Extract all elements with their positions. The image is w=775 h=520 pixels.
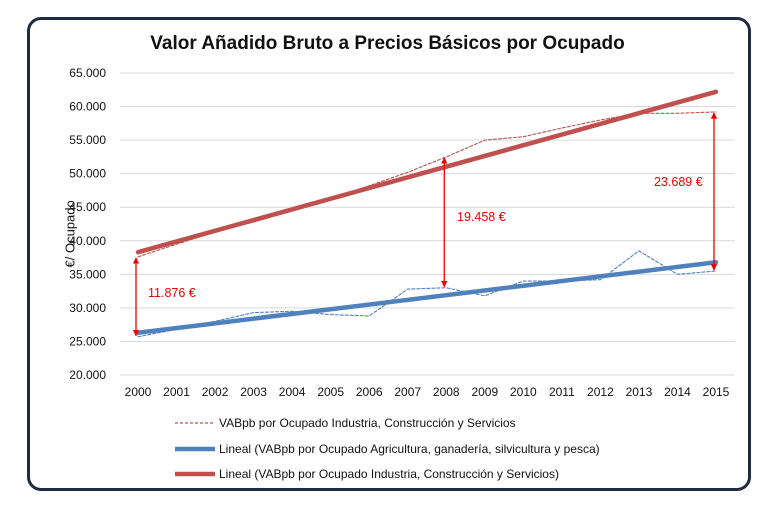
y-tick-label: 25.000 bbox=[69, 334, 106, 348]
series-line-0 bbox=[137, 111, 717, 258]
legend-item-industria: VABpb por Ocupado Industria, Construcció… bbox=[175, 416, 516, 430]
x-tick-label: 2001 bbox=[163, 385, 190, 399]
x-tick-label: 2007 bbox=[394, 385, 421, 399]
y-tick-label: 50.000 bbox=[69, 167, 106, 181]
difference-label: 11.876 € bbox=[148, 286, 196, 300]
x-tick-label: 2010 bbox=[510, 385, 537, 399]
y-tick-label: 65.000 bbox=[69, 66, 106, 80]
series-line-1 bbox=[137, 250, 717, 338]
y-tick-label: 40.000 bbox=[69, 234, 106, 248]
x-tick-label: 2003 bbox=[240, 385, 267, 399]
y-tick-label: 20.000 bbox=[69, 368, 106, 382]
y-tick-label: 55.000 bbox=[69, 133, 106, 147]
legend-swatch-blue bbox=[175, 446, 215, 452]
x-tick-label: 2008 bbox=[433, 385, 460, 399]
series-line-2 bbox=[135, 260, 719, 335]
chart-title: Valor Añadido Bruto a Precios Básicos po… bbox=[150, 33, 625, 54]
legend-item-lineal-industria: Lineal (VABpb por Ocupado Industria, Con… bbox=[175, 467, 559, 481]
difference-label: 19.458 € bbox=[457, 210, 506, 224]
x-tick-label: 2006 bbox=[356, 385, 383, 399]
chart-frame bbox=[27, 17, 751, 491]
legend-label: Lineal (VABpb por Ocupado Agricultura, g… bbox=[219, 442, 600, 456]
legend-swatch-dashed-red bbox=[175, 422, 215, 424]
legend-swatch-red bbox=[175, 471, 215, 477]
legend-item-lineal-agricultura: Lineal (VABpb por Ocupado Agricultura, g… bbox=[175, 442, 600, 456]
x-tick-label: 2004 bbox=[279, 385, 306, 399]
difference-label: 23.689 € bbox=[654, 175, 703, 189]
x-tick-label: 2009 bbox=[471, 385, 498, 399]
y-tick-label: 30.000 bbox=[69, 301, 106, 315]
x-tick-label: 2005 bbox=[317, 385, 344, 399]
y-tick-label: 45.000 bbox=[69, 200, 106, 214]
x-tick-label: 2012 bbox=[587, 385, 614, 399]
x-tick-label: 2011 bbox=[549, 385, 575, 399]
legend-label: Lineal (VABpb por Ocupado Industria, Con… bbox=[219, 467, 559, 481]
x-tick-label: 2000 bbox=[125, 385, 152, 399]
y-tick-label: 60.000 bbox=[69, 100, 106, 114]
x-tick-label: 2015 bbox=[703, 385, 730, 399]
y-tick-label: 35.000 bbox=[69, 267, 106, 281]
x-tick-label: 2014 bbox=[664, 385, 691, 399]
x-tick-label: 2002 bbox=[202, 385, 229, 399]
x-tick-label: 2013 bbox=[626, 385, 653, 399]
legend-label: VABpb por Ocupado Industria, Construcció… bbox=[219, 416, 516, 430]
series-line-3 bbox=[135, 89, 719, 255]
